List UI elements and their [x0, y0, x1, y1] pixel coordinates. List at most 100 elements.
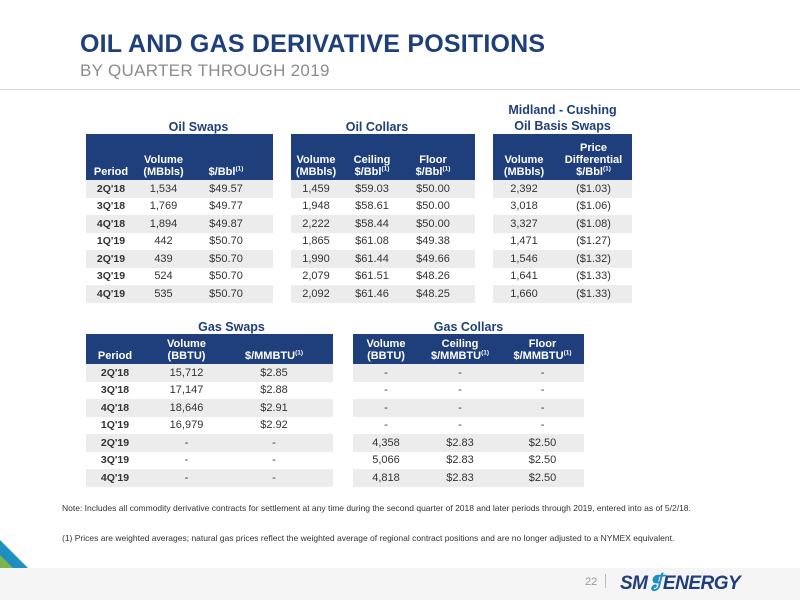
- period-cell: 3Q'19: [86, 267, 136, 285]
- table-row: 1Q'19 16,979 $2.92- - -: [86, 416, 585, 434]
- gap-cell: [475, 285, 493, 303]
- gap-cell: [273, 250, 291, 268]
- spacer-cell: [261, 250, 273, 268]
- swap-price-cell: $50.70: [191, 250, 261, 268]
- col-floor: Floor $/Bbl(1): [403, 134, 463, 180]
- spacer-cell: [261, 285, 273, 303]
- swap-price-cell: -: [229, 434, 320, 452]
- gap-cell: [475, 180, 493, 198]
- swap-volume-cell: 15,712: [144, 364, 229, 382]
- collar-volume-cell: 1,990: [291, 250, 341, 268]
- swap-price-cell: $2.92: [229, 416, 320, 434]
- spacer-cell: [463, 250, 475, 268]
- period-cell: 2Q'19: [86, 250, 136, 268]
- basis-volume-cell: 1,641: [493, 267, 555, 285]
- gas-col-swaps-price: $/MMBTU(1): [229, 334, 320, 364]
- col-ceiling: Ceiling $/Bbl(1): [341, 134, 403, 180]
- collar-volume-cell: -: [353, 416, 420, 434]
- table-row: 2Q'19- -4,358 $2.83 $2.50: [86, 434, 585, 452]
- swap-price-cell: $2.91: [229, 399, 320, 417]
- oil-collars-group-label: Oil Collars: [345, 120, 409, 134]
- gap-cell: [273, 267, 291, 285]
- gap-cell: [273, 285, 291, 303]
- spacer-cell: [319, 451, 334, 469]
- period-cell: 2Q'18: [86, 180, 136, 198]
- page-number: 22: [585, 576, 598, 588]
- spacer-cell: [463, 197, 475, 215]
- col-swaps-volume: Volume (MBbls): [136, 134, 191, 180]
- swap-price-cell: $50.70: [191, 232, 261, 250]
- differential-cell: ($1.32): [555, 250, 633, 268]
- swap-volume-cell: 524: [136, 267, 191, 285]
- gap-cell: [475, 215, 493, 233]
- table-row: 3Q'18 17,147 $2.88- - -: [86, 381, 585, 399]
- period-cell: 1Q'19: [86, 232, 136, 250]
- ceiling-cell: $61.08: [341, 232, 403, 250]
- gas-collars-group-label: Gas Collars: [433, 320, 504, 334]
- col-period: Period: [86, 134, 136, 180]
- table-row: 4Q'18 18,646 $2.91- - -: [86, 399, 585, 417]
- gap-cell: [333, 451, 354, 469]
- table-row: 2Q'18 15,712 $2.85- - -: [86, 364, 585, 382]
- period-cell: 4Q'19: [86, 469, 144, 487]
- spacer-cell: [319, 434, 334, 452]
- floor-cell: -: [501, 364, 585, 382]
- table-row: 4Q'18 1,894 $49.87 2,222 $58.44 $50.00 3,327 ($…: [86, 215, 633, 233]
- ceiling-cell: -: [419, 399, 502, 417]
- title-divider: [0, 89, 800, 90]
- swap-volume-cell: 442: [136, 232, 191, 250]
- logo-sm-text: SM: [620, 573, 648, 594]
- col-swaps-price: $/Bbl(1): [191, 134, 261, 180]
- gas-col-period: Period: [86, 334, 144, 364]
- floor-cell: $48.25: [403, 285, 463, 303]
- table-row: 2Q'19 439 $50.70 1,990 $61.44 $49.66 1,546 ($1.…: [86, 250, 633, 268]
- swap-price-cell: -: [229, 469, 320, 487]
- collar-volume-cell: 4,818: [353, 469, 420, 487]
- gas-col-ceiling: Ceiling $/MMBTU(1): [419, 334, 502, 364]
- collar-volume-cell: -: [353, 399, 420, 417]
- spacer-cell: [463, 285, 475, 303]
- gap-cell: [273, 180, 291, 198]
- logo-energy-text: ENERGY: [662, 573, 741, 594]
- basis-volume-cell: 3,327: [493, 215, 555, 233]
- swap-price-cell: $2.88: [229, 381, 320, 399]
- footer-bar: [0, 568, 800, 600]
- spacer-cell: [319, 399, 334, 417]
- gap-cell: [273, 197, 291, 215]
- floor-cell: -: [501, 399, 585, 417]
- gas-col-collars-volume: Volume (BBTU): [353, 334, 420, 364]
- ceiling-cell: $2.83: [419, 451, 502, 469]
- price-footnote: (1) Prices are weighted averages; natura…: [62, 533, 675, 543]
- table-row: 2Q'18 1,534 $49.57 1,459 $59.03 $50.00 2,392 ($…: [86, 180, 633, 198]
- page-subtitle: BY QUARTER THROUGH 2019: [80, 61, 330, 80]
- col-basis-volume: Volume (MBbls): [493, 134, 555, 180]
- gap-cell: [475, 250, 493, 268]
- footer-separator: [605, 574, 606, 588]
- swap-volume-cell: -: [144, 469, 229, 487]
- swap-price-cell: -: [229, 451, 320, 469]
- spacer-cell: [463, 215, 475, 233]
- basis-volume-cell: 1,660: [493, 285, 555, 303]
- spacer-cell: [463, 232, 475, 250]
- gap-cell: [333, 416, 354, 434]
- spacer-cell: [261, 197, 273, 215]
- ceiling-cell: $61.51: [341, 267, 403, 285]
- ceiling-cell: $61.44: [341, 250, 403, 268]
- ceiling-cell: $59.03: [341, 180, 403, 198]
- collar-volume-cell: 2,222: [291, 215, 341, 233]
- spacer-cell: [261, 215, 273, 233]
- differential-cell: ($1.33): [555, 285, 633, 303]
- col-price-differential: Price Differential $/Bbl(1): [555, 134, 633, 180]
- differential-cell: ($1.03): [555, 180, 633, 198]
- basis-volume-cell: 1,471: [493, 232, 555, 250]
- period-cell: 4Q'19: [86, 285, 136, 303]
- swap-volume-cell: -: [144, 451, 229, 469]
- spacer-cell: [319, 469, 334, 487]
- swap-volume-cell: 18,646: [144, 399, 229, 417]
- floor-cell: $50.00: [403, 180, 463, 198]
- floor-cell: $2.50: [501, 451, 585, 469]
- table-row: 3Q'19 524 $50.70 2,079 $61.51 $48.26 1,641 ($1.…: [86, 267, 633, 285]
- collar-volume-cell: 4,358: [353, 434, 420, 452]
- differential-cell: ($1.06): [555, 197, 633, 215]
- collar-volume-cell: -: [353, 381, 420, 399]
